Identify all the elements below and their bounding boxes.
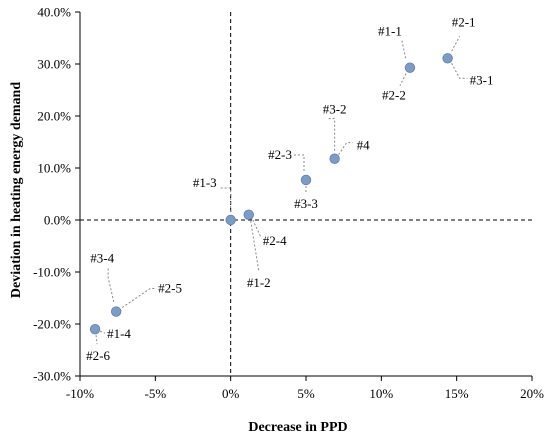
point-label: #3-4 [90,251,114,266]
label-leader-line [451,36,461,52]
point-label: #1-2 [247,275,271,290]
point-label: #2-3 [268,147,292,162]
point-labels: #1-3 #2-4 #1-2 #2-3 #3-3 #3-2 #4 #1-1 #2-2 #2-1 #3… [86,14,493,363]
point-label: #2-4 [263,233,287,248]
y-tick-label: 20.0% [37,109,71,124]
y-axis-title: Deviation in heating energy demand [9,82,24,298]
point-label: #2-1 [452,14,476,29]
x-tick-label: -5% [144,386,166,401]
label-leader-line [95,335,98,345]
point-label: #1-4 [107,326,131,341]
label-leader-line [220,187,232,212]
x-tick-label: -10% [66,386,94,401]
data-points [89,53,453,335]
point-label: #4 [357,138,371,153]
y-tick-label: 30.0% [37,57,71,72]
point-label: #2-2 [382,88,406,103]
data-point [89,324,101,335]
y-tick-label: -10.0% [33,265,71,280]
point-label: #3-2 [323,102,347,117]
data-point [243,209,254,221]
label-leader-line [451,63,468,79]
label-leader-line [121,288,157,308]
label-leader-line [107,268,115,304]
leader-lines [95,36,468,345]
point-label: #3-3 [294,196,318,211]
y-tick-label: 10.0% [37,161,71,176]
label-leader-line [328,118,336,151]
label-leader-line [399,73,407,86]
data-point [329,153,340,164]
point-label: #2-5 [158,281,182,296]
x-tick-label: 5% [297,386,315,401]
data-point [225,214,236,226]
y-tick-label: -30.0% [33,369,71,384]
data-point [300,174,312,186]
label-leader-line [401,40,407,60]
label-leader-line [294,154,305,173]
label-leader-line [99,330,106,334]
x-tick-label: 15% [445,386,469,401]
point-label: #2-6 [86,348,110,363]
y-tick-label: 40.0% [37,5,71,20]
axes: -10% -5% 0% 5% 10% 15% 20% -30.0% -20.0% -10.0% 0.… [33,5,544,402]
reference-lines [80,12,532,376]
label-leader-line [250,220,260,271]
point-label: #1-1 [378,24,402,39]
x-tick-label: 10% [369,386,393,401]
label-leader-line [338,142,353,155]
x-axis-title: Decrease in PPD [248,420,347,435]
y-tick-label: 0.0% [44,213,71,228]
label-leader-line [252,219,262,238]
point-label: #3-1 [470,72,494,87]
y-tick-label: -20.0% [33,317,71,332]
x-tick-label: 20% [520,386,544,401]
point-label: #1-3 [193,175,217,190]
data-point [404,62,416,73]
x-tick-label: 0% [222,386,240,401]
data-point [442,53,453,64]
data-point [110,306,122,317]
